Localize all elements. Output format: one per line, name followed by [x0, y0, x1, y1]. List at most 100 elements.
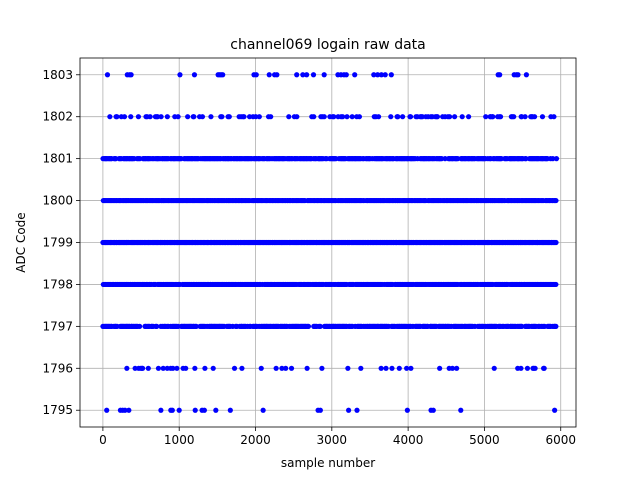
data-point: [274, 72, 280, 78]
data-point: [256, 114, 262, 120]
data-point: [183, 365, 189, 371]
data-point: [253, 72, 259, 78]
data-point: [371, 72, 377, 78]
data-point: [140, 365, 146, 371]
data-point: [124, 365, 130, 371]
data-point: [404, 365, 410, 371]
data-point: [266, 72, 272, 78]
data-point: [356, 114, 363, 120]
data-point: [466, 114, 472, 120]
data-point: [104, 72, 111, 78]
data-point: [192, 407, 198, 413]
data-point: [553, 197, 559, 204]
x-tick-label: 5000: [469, 433, 500, 447]
data-point: [158, 407, 164, 413]
data-point: [430, 407, 436, 413]
data-point: [132, 365, 138, 371]
data-point: [375, 72, 381, 78]
data-point: [137, 323, 143, 329]
x-tick-label: 1000: [164, 433, 195, 447]
data-point: [511, 114, 517, 120]
data-point: [352, 72, 358, 78]
y-tick-label: 1800: [42, 194, 73, 208]
data-point: [490, 114, 496, 120]
data-point: [388, 72, 394, 78]
data-point: [126, 407, 132, 413]
data-point: [447, 114, 453, 120]
data-point: [541, 365, 547, 371]
data-point: [395, 114, 401, 120]
data-points: [100, 72, 560, 413]
data-point: [114, 114, 120, 120]
data-point: [317, 323, 323, 329]
y-tick-label: 1799: [42, 236, 73, 250]
data-point: [273, 365, 279, 371]
data-point: [354, 407, 360, 413]
data-point: [104, 407, 110, 413]
data-point: [389, 365, 395, 371]
data-point: [497, 114, 504, 120]
data-point: [400, 114, 406, 120]
data-point: [553, 156, 560, 162]
data-point: [449, 365, 456, 371]
x-tick-label: 4000: [393, 433, 424, 447]
data-point: [551, 114, 557, 120]
data-point: [331, 114, 337, 120]
data-point: [358, 365, 364, 371]
data-point: [260, 407, 266, 413]
data-point: [321, 72, 327, 78]
data-point: [220, 72, 226, 78]
data-point: [145, 365, 151, 371]
data-point: [227, 407, 233, 413]
data-point: [258, 365, 264, 371]
data-point: [452, 114, 458, 120]
data-point: [300, 72, 306, 78]
data-point: [128, 114, 134, 120]
data-point: [497, 72, 503, 78]
y-tick-label: 1801: [42, 152, 73, 166]
data-point: [239, 365, 245, 371]
data-point: [454, 365, 460, 371]
data-point: [539, 114, 546, 120]
data-point: [191, 72, 198, 78]
data-point: [404, 407, 410, 413]
data-point: [193, 323, 199, 329]
data-point: [155, 365, 162, 371]
data-point: [523, 72, 530, 78]
data-point: [346, 407, 352, 413]
data-point: [304, 365, 310, 371]
data-point: [226, 114, 232, 120]
y-tick-label: 1803: [42, 68, 73, 82]
data-point: [531, 114, 538, 120]
x-tick-label: 2000: [240, 433, 271, 447]
data-point: [286, 114, 292, 120]
data-point: [553, 239, 559, 246]
data-point: [515, 72, 521, 78]
data-point: [208, 114, 214, 120]
y-tick-label: 1795: [42, 403, 73, 417]
data-point: [522, 114, 528, 120]
data-point: [343, 72, 349, 78]
data-point: [396, 365, 402, 371]
data-point: [552, 407, 558, 413]
data-point: [160, 365, 166, 371]
data-point: [128, 72, 134, 78]
data-point: [310, 72, 317, 78]
data-point: [121, 114, 128, 120]
data-point: [185, 114, 191, 120]
data-point: [107, 114, 113, 120]
data-point: [349, 114, 355, 120]
data-point: [304, 72, 310, 78]
data-point: [437, 365, 443, 371]
y-tick-label: 1798: [42, 277, 73, 291]
y-tick-label: 1797: [42, 319, 73, 333]
data-point: [192, 365, 198, 371]
data-point: [550, 156, 556, 162]
data-point: [231, 365, 238, 371]
y-tick-label: 1802: [42, 110, 73, 124]
data-point: [459, 114, 465, 120]
data-point: [321, 114, 327, 120]
data-point: [378, 365, 384, 371]
data-point: [408, 365, 414, 371]
